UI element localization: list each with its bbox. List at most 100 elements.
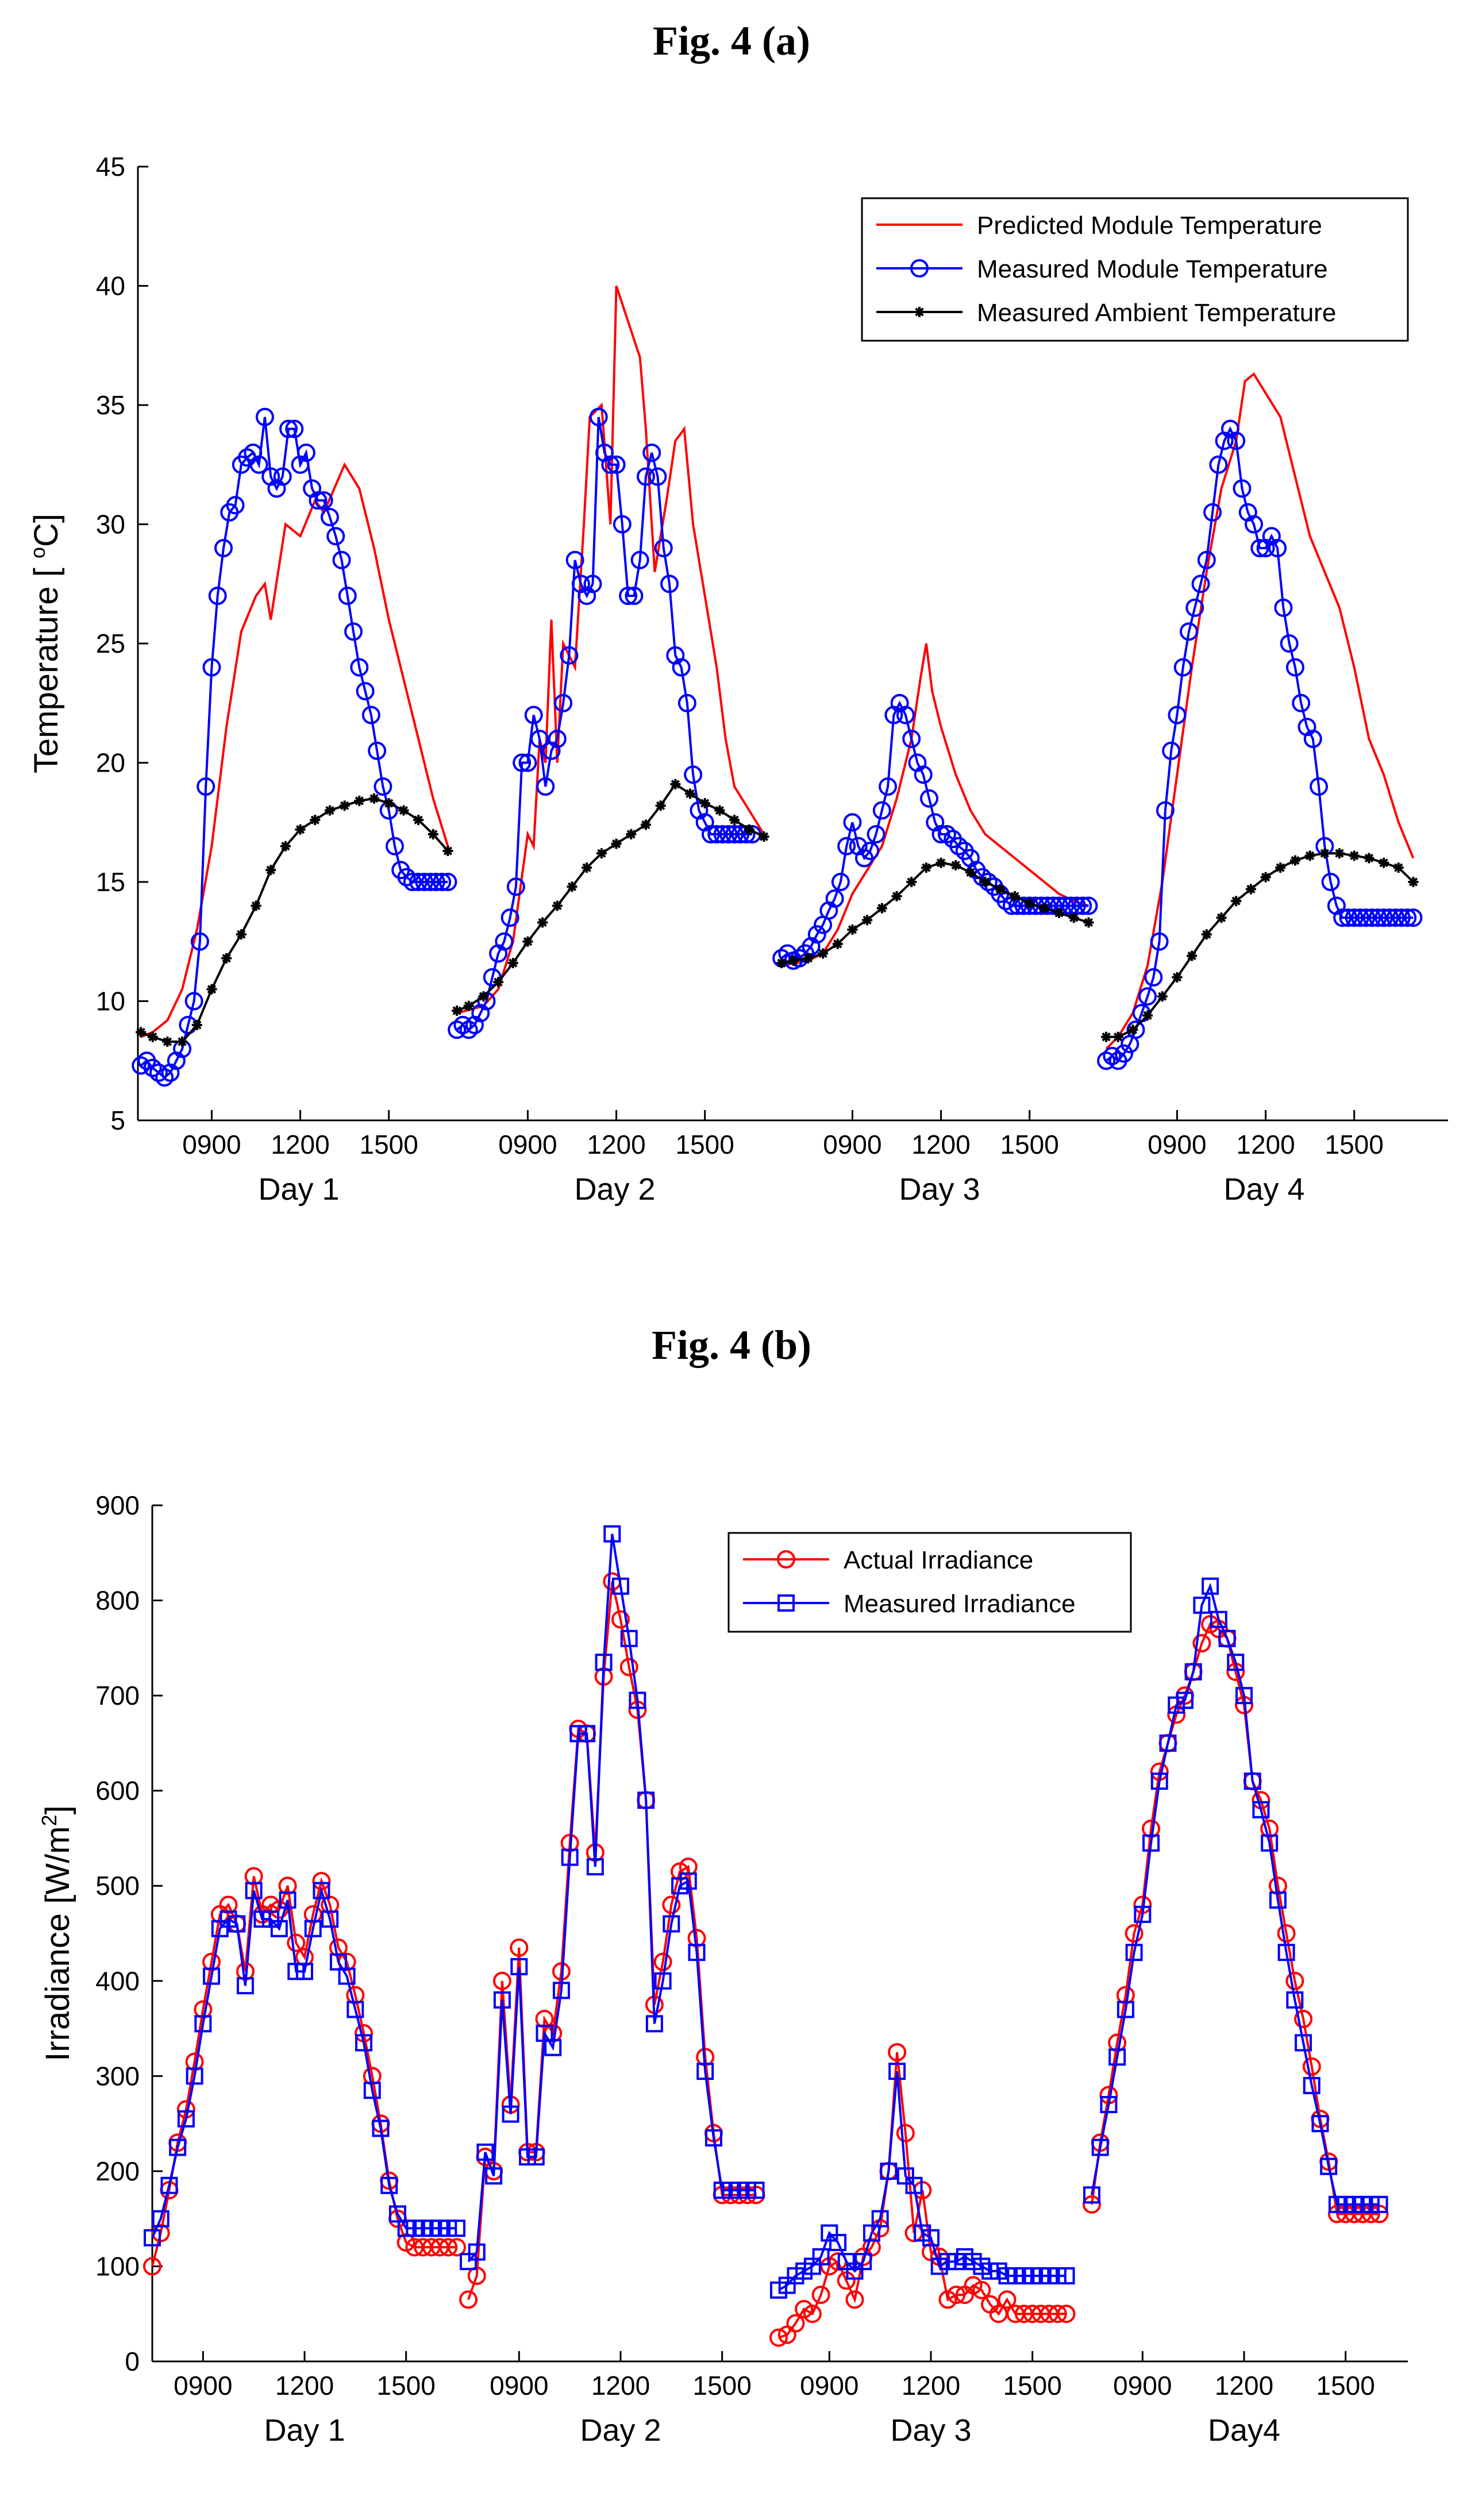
chart-a-data-point — [825, 889, 844, 908]
chart-b-data-point — [1176, 1691, 1194, 1709]
chart-b-data-point — [1125, 1944, 1143, 1962]
chart-a-day-3: 0900 1200 1500 Day 3 — [772, 643, 1098, 1207]
chart-a-data-point — [1380, 908, 1399, 927]
chart-a-series-line — [456, 783, 765, 1012]
chart-a-data-point — [548, 730, 567, 748]
figure-b-title: Fig. 4 (b) — [652, 1322, 811, 1368]
chart-a-data-point — [202, 658, 221, 677]
chart-b-data-point — [143, 2257, 161, 2276]
chart-a-data-point — [719, 825, 738, 843]
chart-a-data-point — [426, 873, 445, 891]
chart-a-data-point — [1197, 550, 1216, 569]
chart-a-day-label: Day 3 — [899, 1172, 980, 1207]
chart-a-data-point — [1349, 850, 1360, 861]
chart-b-data-point — [696, 2063, 714, 2080]
chart-a-data-point — [143, 1058, 162, 1077]
chart-b-series-line — [151, 1876, 457, 2267]
chart-b-data-point — [270, 1920, 288, 1937]
chart-a-data-point — [1127, 1024, 1138, 1035]
chart-a-data-point — [567, 881, 578, 892]
chart-a-day-label: Day 1 — [258, 1172, 339, 1207]
chart-b-data-point — [769, 2328, 788, 2347]
chart-b-data-point — [160, 2176, 178, 2194]
chart-a-data-point — [428, 829, 438, 839]
chart-a-data-point — [554, 693, 573, 712]
chart-a-data-point — [1260, 872, 1271, 883]
chart-a-data-point — [1079, 896, 1098, 915]
chart-a-x-tick-label: 1200 — [1236, 1130, 1295, 1159]
chart-b-data-point — [1108, 2048, 1126, 2066]
chart-a-data-point — [1334, 848, 1345, 859]
chart-a-data-point — [1172, 972, 1183, 982]
chart-b-data-point — [448, 2238, 466, 2257]
chart-b-data-point — [1286, 1991, 1304, 2009]
chart-a-data-point — [1339, 908, 1358, 927]
chart-a-data-point — [438, 873, 457, 891]
chart-a-data-point — [1275, 862, 1286, 873]
chart-a-data-point — [1231, 896, 1242, 907]
chart-a-data-point — [1201, 929, 1212, 940]
chart-a-data-point — [847, 924, 858, 935]
chart-a-x-tick-label: 1200 — [911, 1130, 970, 1159]
chart-a-series-line — [140, 797, 449, 1043]
chart-b-legend-marker — [777, 1550, 795, 1569]
chart-b-legend-marker — [777, 1594, 795, 1612]
chart-b-data-point — [829, 2234, 847, 2252]
chart-a-data-point — [221, 953, 232, 964]
chart-a-data-point — [1319, 848, 1330, 859]
chart-b-data-point — [346, 2001, 364, 2018]
chart-a-data-point — [522, 936, 533, 947]
chart-b-data-point — [663, 1915, 680, 1933]
chart-a-data-point — [530, 730, 549, 748]
chart-b-data-point — [1192, 1634, 1211, 1653]
chart-a-data-point — [1233, 479, 1252, 498]
chart-b-day-4: 0900 1200 1500 Day4 — [1083, 1577, 1389, 2448]
chart-a-day-label: Day 2 — [574, 1172, 655, 1207]
chart-b-x-tick-label: 1500 — [1316, 2371, 1375, 2400]
chart-a-data-point — [314, 491, 333, 510]
chart-a-data-point — [1103, 1046, 1122, 1065]
chart-b-data-point — [169, 2138, 187, 2156]
chart-a-data-point — [368, 741, 387, 760]
chart-a-series-line — [1105, 372, 1415, 1050]
chart-b-y-axis-label-sup: 2 — [37, 1814, 61, 1826]
chart-a-data-point — [931, 825, 950, 843]
chart-b-x-tick-label: 1200 — [902, 2371, 960, 2400]
chart-b-data-point — [287, 1933, 306, 1952]
chart-a-data-point — [684, 765, 703, 784]
chart-a-data-point — [279, 419, 298, 438]
chart-a-data-point — [744, 824, 754, 835]
chart-a-data-point — [206, 984, 217, 995]
chart-a-data-point — [177, 1036, 188, 1047]
chart-a-series-2-day-4 — [1097, 419, 1423, 1070]
chart-a-data-point — [1379, 857, 1389, 868]
chart-a-data-point — [1156, 801, 1175, 820]
chart-a-data-point — [518, 753, 537, 772]
chart-a-data-point — [415, 873, 434, 891]
chart-b-data-point — [812, 2248, 830, 2265]
chart-a-data-point — [607, 455, 626, 474]
chart-a-data-point — [184, 992, 203, 1011]
chart-a-series-1-day-2 — [456, 285, 765, 1015]
chart-b-data-point — [888, 2063, 906, 2080]
chart-a-data-point — [421, 873, 440, 891]
chart-b-legend-box — [727, 1532, 1132, 1633]
chart-a-y-tick-label: 20 — [96, 748, 125, 778]
chart-b-y-tick-label: 800 — [95, 1586, 140, 1616]
chart-a-y-tick-label: 45 — [96, 152, 125, 182]
chart-a-data-point — [831, 873, 850, 891]
chart-a-y-axis-label-part: C] — [28, 514, 65, 547]
chart-b-data-point — [1269, 1891, 1287, 1909]
chart-a-data-point — [1375, 908, 1393, 927]
chart-b-series-1-day-3 — [769, 2043, 1076, 2347]
chart-a-series-2-day-1 — [132, 407, 457, 1087]
chart-b-data-point — [329, 1938, 348, 1957]
chart-a-data-point — [861, 842, 880, 861]
chart-a-data-point — [1068, 912, 1079, 923]
chart-b-data-point — [922, 2229, 940, 2247]
chart-a-legend-label: Measured Module Temperature — [977, 255, 1328, 283]
chart-a-data-point — [776, 958, 787, 969]
chart-a-data-point — [1191, 575, 1210, 594]
chart-a-data-point — [536, 777, 555, 796]
chart-a-data-point — [326, 527, 345, 546]
